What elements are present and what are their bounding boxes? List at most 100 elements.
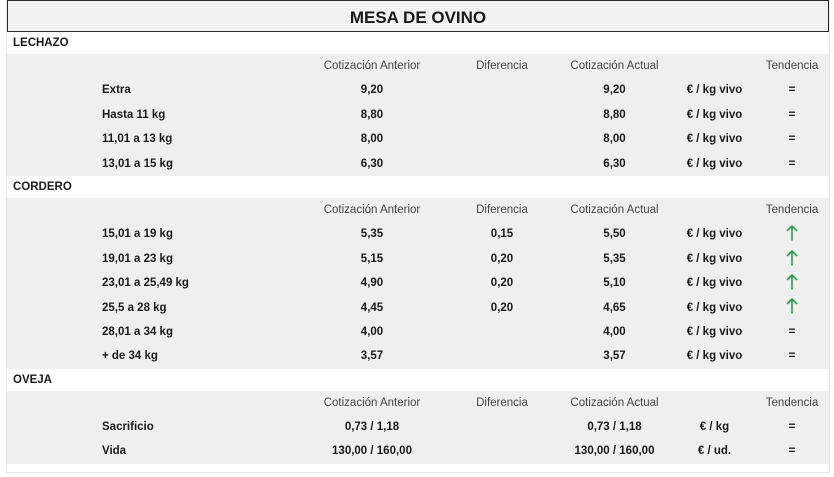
current-price: 5,50 (603, 228, 626, 241)
trend-cell (757, 271, 827, 295)
equal-icon: = (788, 421, 796, 434)
row-category: Sacrificio (102, 421, 154, 434)
row-category: Hasta 11 kg (102, 108, 166, 121)
page-title: MESA DE OVINO (7, 0, 829, 32)
previous-price: 8,00 (360, 133, 384, 146)
previous-price: 130,00 / 160,00 (332, 445, 412, 458)
table-row: 13,01 a 15 kg 6,30 6,30 € / kg vivo = (7, 151, 829, 176)
previous-price: 0,73 / 1,18 (344, 421, 400, 434)
header-previous-price: Cotización Anterior (323, 396, 421, 409)
current-price: 4,00 (603, 325, 626, 338)
previous-price: 5,35 (360, 228, 384, 241)
header-difference: Diferencia (476, 203, 528, 216)
table-row: 11,01 a 13 kg 8,00 8,00 € / kg vivo = (7, 127, 829, 152)
row-category: Extra (102, 84, 131, 97)
row-category: 23,01 a 25,49 kg (102, 277, 189, 290)
current-price: 5,35 (603, 252, 626, 265)
arrow-up-icon (786, 249, 798, 266)
price-difference: 0,15 (490, 228, 514, 241)
table-body: LECHAZO Cotización Anterior Diferencia Coti… (7, 32, 829, 464)
price-unit: € / kg vivo (686, 301, 743, 314)
row-category: 13,01 a 15 kg (102, 157, 173, 170)
trend-cell: = (757, 439, 827, 463)
trend-cell: = (757, 78, 827, 102)
header-trend: Tendencia (765, 60, 819, 72)
trend-cell (757, 222, 827, 246)
current-price: 6,30 (603, 157, 626, 170)
trend-cell (757, 247, 827, 271)
price-unit: € / kg vivo (686, 133, 743, 146)
header-trend: Tendencia (765, 203, 819, 216)
table-row: Vida 130,00 / 160,00 130,00 / 160,00 € / ud… (7, 439, 829, 464)
previous-price: 5,15 (360, 252, 384, 265)
price-difference: 0,20 (490, 277, 514, 290)
price-unit: € / kg vivo (686, 108, 743, 121)
trend-cell: = (757, 127, 827, 151)
arrow-up-icon (786, 274, 798, 290)
row-category: Vida (102, 445, 127, 458)
price-difference: 0,20 (490, 301, 514, 314)
table-row: Extra 9,20 9,20 € / kg vivo = (7, 78, 829, 103)
trend-cell: = (757, 103, 827, 127)
trend-cell: = (757, 152, 827, 176)
arrow-up-icon (786, 225, 798, 242)
price-unit: € / ud. (697, 445, 732, 458)
table-row: Sacrificio 0,73 / 1,18 0,73 / 1,18 € / kg = (7, 415, 829, 440)
header-difference: Diferencia (476, 60, 528, 72)
price-unit: € / kg vivo (686, 157, 743, 170)
previous-price: 4,45 (360, 301, 384, 314)
previous-price: 6,30 (360, 157, 384, 170)
price-unit: € / kg vivo (686, 325, 743, 338)
trend-cell: = (757, 415, 827, 439)
header-current-price: Cotización Actual (570, 60, 659, 72)
previous-price: 9,20 (360, 84, 384, 97)
price-table: MESA DE OVINO LECHAZO Cotización Anterior… (6, 0, 830, 473)
previous-price: 3,57 (360, 350, 384, 363)
current-price: 3,57 (603, 350, 626, 363)
current-price: 8,00 (603, 133, 626, 146)
current-price: 4,65 (603, 301, 626, 314)
current-price: 5,10 (603, 277, 626, 290)
equal-icon: = (788, 84, 796, 97)
equal-icon: = (788, 157, 796, 170)
column-header-row: Cotización Anterior Diferencia Cotización … (7, 390, 829, 416)
row-category: + de 34 kg (102, 350, 158, 363)
price-unit: € / kg vivo (686, 84, 743, 97)
equal-icon: = (788, 325, 796, 338)
current-price: 8,80 (603, 108, 626, 121)
header-difference: Diferencia (476, 396, 528, 409)
table-row: Hasta 11 kg 8,80 8,80 € / kg vivo = (7, 102, 829, 128)
header-current-price: Cotización Actual (570, 396, 659, 409)
row-category: 19,01 a 23 kg (102, 252, 173, 265)
row-category: 28,01 a 34 kg (102, 325, 173, 338)
row-category: 25,5 a 28 kg (102, 301, 167, 314)
trend-cell: = (757, 320, 827, 344)
price-unit: € / kg (699, 421, 730, 434)
current-price: 130,00 / 160,00 (574, 445, 655, 458)
table-row: 23,01 a 25,49 kg 4,90 0,20 5,10 € / kg vivo (7, 271, 829, 296)
equal-icon: = (788, 108, 796, 121)
price-difference: 0,20 (490, 252, 514, 265)
column-header-row: Cotización Anterior Diferencia Cotización … (7, 197, 829, 223)
table-row: 28,01 a 34 kg 4,00 4,00 € / kg vivo = (7, 319, 829, 345)
table-row: 15,01 a 19 kg 5,35 0,15 5,50 € / kg vivo (7, 222, 829, 247)
price-unit: € / kg vivo (686, 277, 743, 290)
current-price: 0,73 / 1,18 (587, 421, 642, 434)
section-label-lechazo: LECHAZO (7, 32, 829, 54)
previous-price: 4,90 (360, 277, 384, 290)
equal-icon: = (788, 350, 796, 363)
trend-cell (757, 296, 827, 320)
trend-cell: = (757, 344, 827, 368)
previous-price: 4,00 (360, 325, 384, 338)
equal-icon: = (788, 445, 796, 458)
current-price: 9,20 (603, 84, 626, 97)
header-trend: Tendencia (765, 396, 819, 409)
table-row: 25,5 a 28 kg 4,45 0,20 4,65 € / kg vivo (7, 295, 829, 320)
row-category: 15,01 a 19 kg (102, 228, 173, 241)
arrow-up-icon (786, 298, 798, 315)
table-row: 19,01 a 23 kg 5,15 0,20 5,35 € / kg vivo (7, 246, 829, 272)
previous-price: 8,80 (360, 108, 384, 121)
section-label-oveja: OVEJA (7, 368, 829, 391)
header-previous-price: Cotización Anterior (323, 203, 421, 216)
section-label-cordero: CORDERO (7, 175, 829, 198)
